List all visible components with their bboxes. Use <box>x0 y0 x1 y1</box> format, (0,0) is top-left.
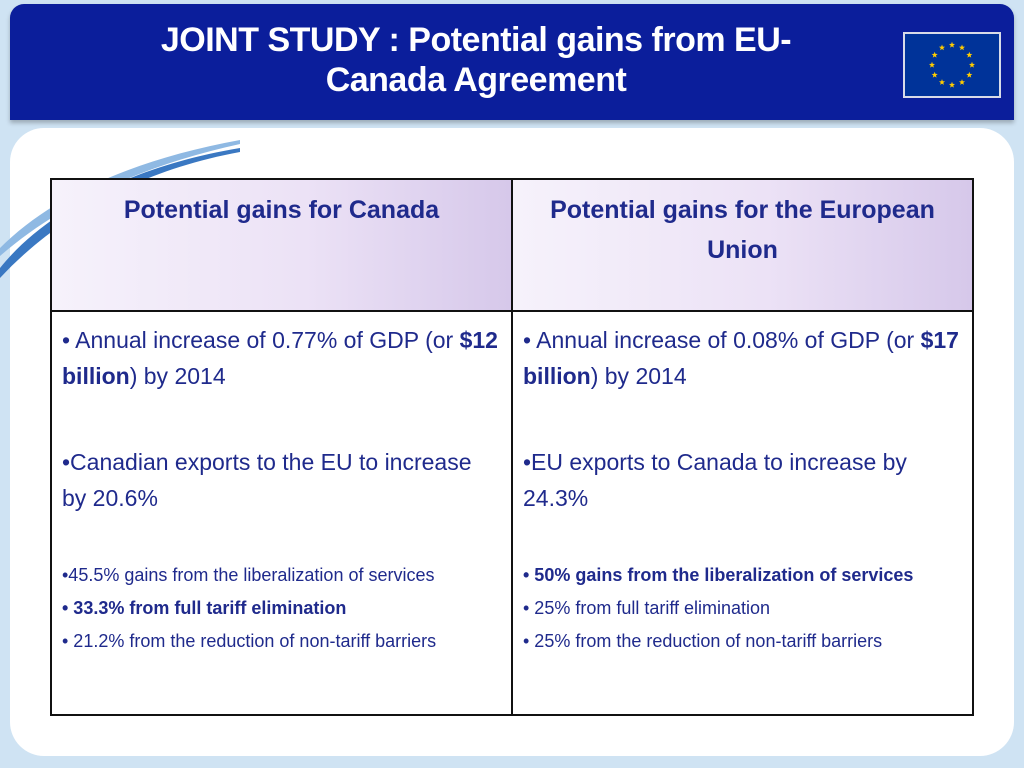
flag-star-icon <box>938 44 946 51</box>
canada-gains-cell: • Annual increase of 0.77% of GDP (or $1… <box>50 310 513 716</box>
exports-point: •Canadian exports to the EU to increase … <box>62 449 472 511</box>
non-tariff-subpoint: • 25% from the reduction of non-tariff b… <box>523 631 883 651</box>
flag-star-icon <box>938 79 946 85</box>
flag-star-icon <box>958 79 966 85</box>
exports-point: •EU exports to Canada to increase by 24.… <box>523 449 907 511</box>
slide-title: JOINT STUDY : Potential gains from EU-Ca… <box>160 21 792 99</box>
non-tariff-subpoint: • 21.2% from the reduction of non-tariff… <box>62 631 437 651</box>
flag-star-icon <box>966 71 973 78</box>
services-subpoint: • 50% gains from the liberalization of s… <box>523 562 962 589</box>
gdp-point-text: • Annual increase of 0.77% of GDP (or <box>62 327 460 353</box>
services-subpoint: •45.5% gains from the liberalization of … <box>62 565 435 585</box>
flag-star-icon <box>931 51 938 58</box>
canada-column-header: Potential gains for Canada <box>50 178 513 312</box>
gdp-point-value: $17 billion <box>523 327 959 389</box>
flag-star-icon <box>968 61 976 68</box>
tariff-subpoint: • 25% from full tariff elimination <box>523 598 771 618</box>
services-subpoint-text: • 50% gains from the liberalization of s… <box>523 565 914 585</box>
flag-star-icon <box>958 44 966 51</box>
flag-star-icon <box>928 61 936 68</box>
gdp-point: • Annual increase of 0.77% of GDP (or $1… <box>62 322 501 394</box>
gdp-point-text: • Annual increase of 0.08% of GDP (or <box>523 327 921 353</box>
gdp-point-suffix: ) by 2014 <box>129 363 226 389</box>
gdp-point-value: $12 billion <box>62 327 498 389</box>
tariff-subpoint: • 33.3% from full tariff elimination <box>62 595 501 622</box>
eu-flag-icon <box>903 32 1001 98</box>
title-bar: JOINT STUDY : Potential gains from EU-Ca… <box>10 4 1014 120</box>
flag-star-icon <box>948 81 956 88</box>
table-row: • Annual increase of 0.77% of GDP (or $1… <box>50 310 974 716</box>
flag-star-icon <box>966 51 973 58</box>
gains-table: Potential gains for Canada Potential gai… <box>50 178 974 716</box>
eu-gains-cell: • Annual increase of 0.08% of GDP (or $1… <box>511 310 974 716</box>
gdp-point-suffix: ) by 2014 <box>590 363 687 389</box>
flag-star-icon <box>948 41 956 48</box>
eu-column-header: Potential gains for the European Union <box>511 178 974 312</box>
table-header-row: Potential gains for Canada Potential gai… <box>50 178 974 312</box>
flag-star-icon <box>931 71 938 78</box>
gdp-point: • Annual increase of 0.08% of GDP (or $1… <box>523 322 962 394</box>
tariff-subpoint-text: • 33.3% from full tariff elimination <box>62 598 347 618</box>
